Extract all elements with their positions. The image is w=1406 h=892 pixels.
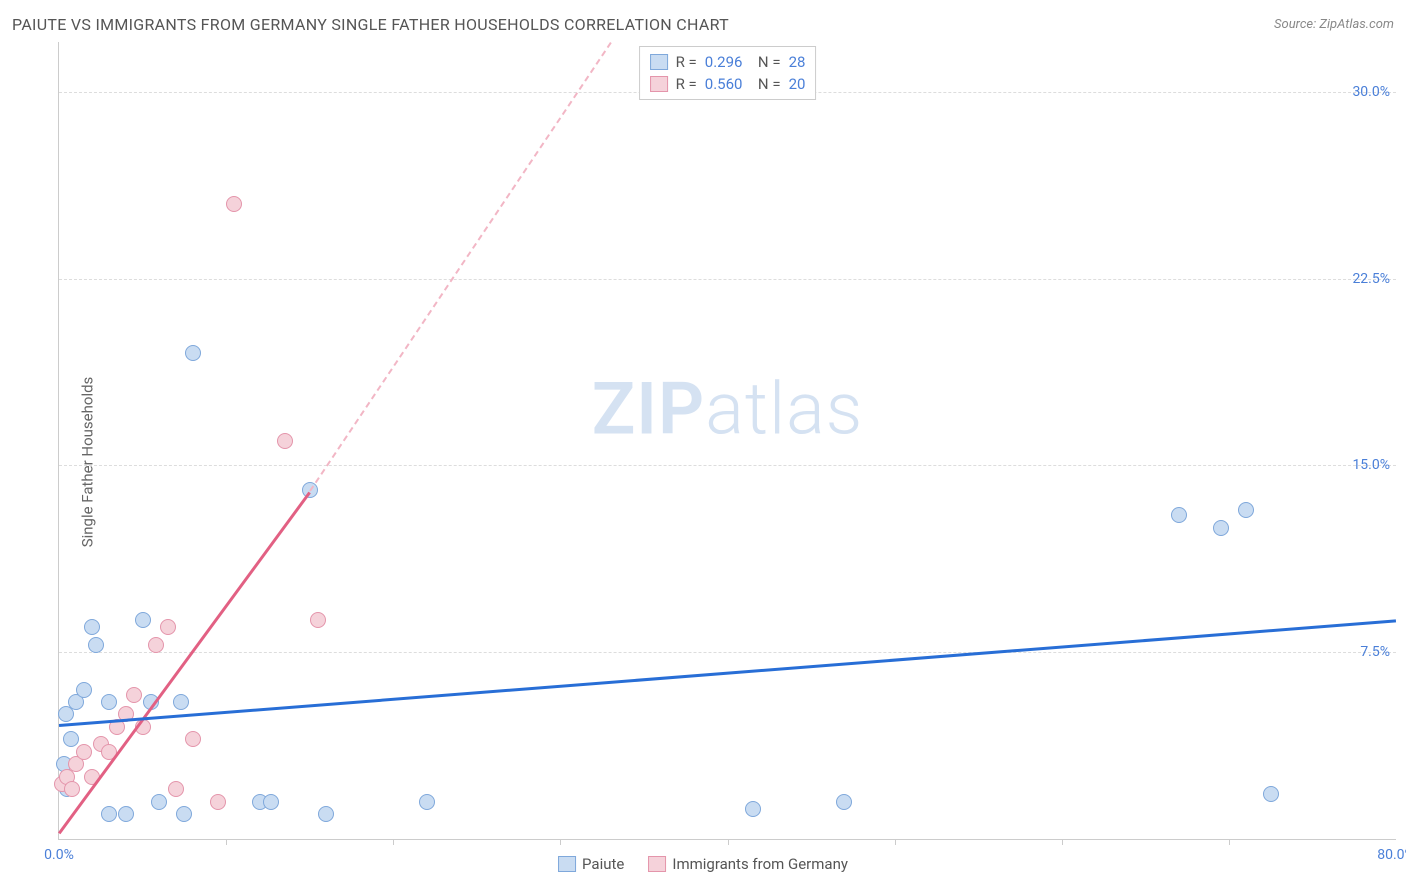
x-tick-label: 0.0% <box>44 847 74 863</box>
data-point <box>185 731 201 747</box>
data-point <box>88 637 104 653</box>
data-point <box>63 731 79 747</box>
legend-r-value-paiute: 0.296 <box>705 53 743 71</box>
watermark: ZIPatlas <box>592 366 864 451</box>
data-point <box>310 612 326 628</box>
data-point <box>118 806 134 822</box>
data-point <box>168 781 184 797</box>
data-point <box>1263 786 1279 802</box>
watermark-bold: ZIP <box>592 366 705 451</box>
x-tickmark <box>1229 839 1230 845</box>
x-tickmark <box>560 839 561 845</box>
data-point <box>210 794 226 810</box>
data-point <box>160 619 176 635</box>
legend-swatch-paiute-bottom <box>558 856 576 872</box>
data-point <box>226 196 242 212</box>
series-legend: Paiute Immigrants from Germany <box>558 855 848 873</box>
gridline <box>59 279 1396 280</box>
data-point <box>318 806 334 822</box>
legend-n-label: N = <box>750 53 780 71</box>
legend-r-label: R = <box>676 53 697 71</box>
legend-r-value-germany: 0.560 <box>705 75 743 93</box>
data-point <box>76 682 92 698</box>
trend-line <box>59 620 1396 727</box>
data-point <box>263 794 279 810</box>
x-tickmark <box>895 839 896 845</box>
data-point <box>101 694 117 710</box>
legend-item-paiute: Paiute <box>558 855 624 873</box>
chart-container: Single Father Households ZIPatlas R = 0.… <box>10 42 1396 882</box>
plot-area: ZIPatlas R = 0.296 N = 28 R = 0.560 N = … <box>58 42 1396 840</box>
legend-n-value-germany: 20 <box>789 75 806 93</box>
trend-line <box>309 42 611 491</box>
gridline <box>59 652 1396 653</box>
watermark-light: atlas <box>705 366 863 451</box>
legend-swatch-germany <box>650 76 668 92</box>
chart-source: Source: ZipAtlas.com <box>1274 17 1394 32</box>
x-tick-label: 80.0% <box>1377 847 1406 863</box>
data-point <box>76 744 92 760</box>
y-tick-label: 30.0% <box>1352 84 1390 100</box>
y-tick-label: 7.5% <box>1360 644 1390 660</box>
data-point <box>151 794 167 810</box>
x-tickmark <box>226 839 227 845</box>
data-point <box>135 612 151 628</box>
legend-label-paiute: Paiute <box>582 855 624 873</box>
data-point <box>148 637 164 653</box>
data-point <box>419 794 435 810</box>
correlation-legend: R = 0.296 N = 28 R = 0.560 N = 20 <box>639 46 817 100</box>
legend-row-germany: R = 0.560 N = 20 <box>650 73 806 95</box>
data-point <box>84 619 100 635</box>
x-tickmark <box>393 839 394 845</box>
legend-r-label: R = <box>676 75 697 93</box>
data-point <box>64 781 80 797</box>
x-tickmark <box>728 839 729 845</box>
x-tickmark <box>1062 839 1063 845</box>
legend-label-germany: Immigrants from Germany <box>672 855 848 873</box>
data-point <box>277 433 293 449</box>
data-point <box>745 801 761 817</box>
trend-line <box>58 491 311 834</box>
data-point <box>126 687 142 703</box>
data-point <box>1171 507 1187 523</box>
legend-swatch-germany-bottom <box>648 856 666 872</box>
data-point <box>1213 520 1229 536</box>
legend-swatch-paiute <box>650 54 668 70</box>
legend-n-label: N = <box>750 75 780 93</box>
y-tick-label: 22.5% <box>1352 271 1390 287</box>
legend-n-value-paiute: 28 <box>789 53 806 71</box>
data-point <box>173 694 189 710</box>
data-point <box>176 806 192 822</box>
data-point <box>836 794 852 810</box>
chart-header: PAIUTE VS IMMIGRANTS FROM GERMANY SINGLE… <box>0 0 1406 40</box>
chart-title: PAIUTE VS IMMIGRANTS FROM GERMANY SINGLE… <box>12 15 729 34</box>
data-point <box>185 345 201 361</box>
gridline <box>59 465 1396 466</box>
data-point <box>101 806 117 822</box>
legend-row-paiute: R = 0.296 N = 28 <box>650 51 806 73</box>
data-point <box>1238 502 1254 518</box>
y-tick-label: 15.0% <box>1352 457 1390 473</box>
legend-item-germany: Immigrants from Germany <box>648 855 848 873</box>
